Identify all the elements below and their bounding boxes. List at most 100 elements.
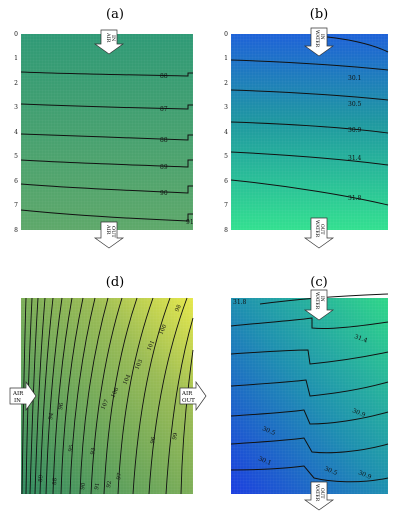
panel-b-grid	[231, 34, 388, 230]
contour-label: 90	[160, 190, 168, 197]
contour-label: 98	[174, 304, 183, 313]
contour-label: 31.4	[348, 155, 362, 162]
y-tick: 0	[14, 31, 18, 38]
arrow-text: IN	[110, 35, 116, 42]
arrow-text: WATER	[314, 292, 320, 310]
panel-a-air-in-arrow: AIR IN	[93, 29, 125, 55]
y-tick: 7	[224, 202, 228, 209]
arrow-text: AIR	[12, 391, 24, 397]
contour-label: 30.5	[348, 101, 362, 108]
y-tick: 3	[14, 104, 18, 111]
contour-label: 31.8	[233, 299, 247, 306]
contour-label: 89	[160, 164, 168, 171]
contour-label: 96	[150, 436, 157, 444]
contour-label: 97	[116, 472, 123, 480]
panel-b-y-axis: 0 1 2 3 4 5 6 7 8	[224, 31, 228, 234]
panel-a: 88 87 88 89 90 91 0 1 2 3 4 5 6 7 8 AIR …	[14, 29, 194, 249]
arrow-text: WATER	[314, 220, 320, 238]
y-tick: 1	[224, 55, 228, 62]
contour-label: 99	[172, 432, 179, 440]
panel-a-contour-labels: 88 87 88 89 90 91	[160, 73, 194, 226]
arrow-text: WATER	[314, 30, 320, 48]
contour-label: 91	[94, 482, 101, 490]
contour-label: 30.9	[357, 469, 372, 481]
arrow-text: IN	[14, 398, 21, 404]
arrow-text: IN	[319, 34, 325, 40]
y-tick: 3	[224, 104, 228, 111]
contour-label: 104	[122, 373, 132, 386]
y-tick: 0	[224, 31, 228, 38]
y-tick: 1	[14, 55, 18, 62]
panel-c-contour-labels: 31.8 31.4 30.9 30.5 30.1 30.5 30.9	[233, 299, 372, 481]
arrow-text: OUT	[182, 398, 195, 404]
contour-label: 87	[160, 106, 168, 113]
contour-label: 30.5	[261, 425, 276, 437]
contour-label: 93	[90, 447, 97, 455]
panel-c-water-out-arrow: WATER OUT	[303, 481, 335, 511]
panel-b-water-in-arrow: WATER IN	[303, 27, 335, 57]
contour-label: 96	[58, 402, 65, 410]
y-tick: 5	[14, 153, 18, 160]
panel-d-air-out-arrow: AIR OUT	[179, 380, 207, 412]
contour-label: 92	[106, 480, 113, 488]
contour-label: 30.1	[348, 75, 361, 82]
panel-c-water-in-arrow: WATER IN	[303, 289, 335, 321]
y-tick: 7	[14, 202, 18, 209]
contour-label: 88	[160, 137, 168, 144]
arrow-text: AIR	[181, 391, 193, 397]
panel-d-label: (d)	[106, 275, 124, 290]
panel-d-contour-labels: 98 100 101 103 104 106 107 96 94 95 93 9…	[38, 304, 183, 491]
contour-label: 90	[80, 482, 87, 490]
y-tick: 4	[14, 129, 18, 136]
panel-a-contours	[20, 71, 193, 222]
contour-label: 88	[160, 73, 168, 80]
contour-label: 88	[52, 477, 59, 485]
contour-label: 30.5	[323, 465, 338, 477]
panel-b-contours	[230, 35, 389, 206]
contour-label: 30.1	[257, 455, 272, 466]
panel-c-label: (c)	[310, 275, 327, 290]
y-tick: 8	[224, 227, 228, 234]
arrow-text: OUT	[319, 488, 325, 498]
y-tick: 2	[224, 80, 228, 87]
panel-a-y-axis: 0 1 2 3 4 5 6 7 8	[14, 31, 18, 234]
contour-label: 95	[68, 444, 75, 452]
y-tick: 8	[14, 227, 18, 234]
arrow-text: OUT	[110, 226, 116, 238]
arrow-text: AIR	[105, 32, 111, 43]
y-tick: 5	[224, 153, 228, 160]
y-tick: 2	[14, 80, 18, 87]
panel-b-water-out-arrow: WATER OUT	[303, 217, 335, 249]
panel-a-grid	[21, 34, 193, 230]
arrow-text: IN	[319, 296, 325, 302]
contour-label: 101	[146, 340, 156, 352]
contour-label: 89	[38, 474, 45, 482]
panel-c: 31.8 31.4 30.9 30.5 30.1 30.5 30.9 WATER…	[230, 289, 389, 511]
panel-a-label: (a)	[106, 7, 124, 22]
contour-label: 94	[48, 412, 55, 420]
contour-label: 31.4	[353, 333, 368, 344]
panel-c-contours	[230, 293, 389, 483]
contour-label: 30.9	[351, 407, 366, 419]
contour-label: 103	[134, 358, 144, 371]
contour-label: 106	[110, 386, 120, 399]
arrow-text: AIR	[105, 224, 111, 235]
panel-b: 30.1 30.5 30.9 31.4 31.8 0 1 2 3 4 5 6 7…	[224, 27, 389, 249]
contour-label: 30.9	[348, 127, 362, 134]
contour-label: 31.8	[348, 195, 362, 202]
contour-label: 100	[158, 323, 168, 336]
arrow-text: WATER	[314, 484, 320, 502]
contour-label: 91	[186, 219, 194, 226]
y-tick: 6	[14, 178, 18, 185]
y-tick: 4	[224, 129, 228, 136]
y-tick: 6	[224, 178, 228, 185]
panel-d: 98 100 101 103 104 106 107 96 94 95 93 9…	[9, 297, 207, 495]
panel-b-contour-labels: 30.1 30.5 30.9 31.4 31.8	[348, 75, 362, 202]
panel-a-air-out-arrow: AIR OUT	[93, 221, 125, 249]
panel-b-label: (b)	[310, 7, 328, 22]
panel-d-air-in-arrow: AIR IN	[9, 380, 37, 412]
panel-d-contours	[21, 297, 194, 495]
arrow-text: OUT	[319, 224, 325, 234]
contour-label: 107	[100, 398, 110, 411]
